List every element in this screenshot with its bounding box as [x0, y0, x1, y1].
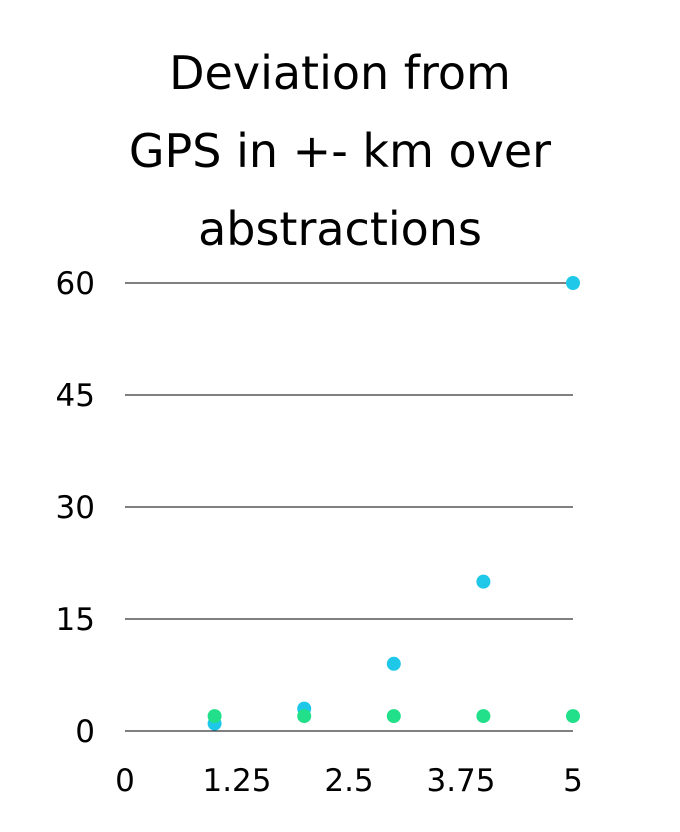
data-point-series-2	[566, 709, 580, 724]
data-point-series-1	[476, 574, 491, 589]
chart-title-line-3: abstractions	[198, 202, 482, 256]
y-axis-ticks: 0 15 30 45 60	[56, 266, 95, 750]
x-axis-ticks: 0 1.25 2.5 3.75 5	[115, 763, 583, 799]
data-point-series-2	[386, 709, 401, 724]
chart-title-line-2: GPS in +- km over	[128, 124, 552, 178]
grid-lines	[125, 282, 573, 732]
chart-title-line-1: Deviation from	[169, 46, 511, 100]
x-tick-label: 2.5	[324, 763, 373, 799]
data-point-series-2	[207, 709, 222, 724]
data-point-series-2	[297, 709, 312, 724]
y-tick-label: 30	[56, 490, 95, 526]
y-tick-label: 45	[56, 378, 95, 414]
data-points	[207, 276, 580, 731]
data-point-series-2	[476, 709, 491, 724]
y-tick-label: 15	[56, 602, 95, 638]
x-tick-label: 5	[563, 763, 583, 799]
x-tick-label: 0	[115, 763, 135, 799]
x-tick-label: 1.25	[202, 763, 271, 799]
y-tick-label: 60	[56, 266, 95, 302]
data-point-series-1	[566, 276, 580, 290]
y-tick-label: 0	[75, 714, 95, 750]
data-point-series-1	[386, 656, 401, 671]
chart-title: Deviation from GPS in +- km over abstrac…	[0, 34, 680, 268]
x-tick-label: 3.75	[426, 763, 495, 799]
